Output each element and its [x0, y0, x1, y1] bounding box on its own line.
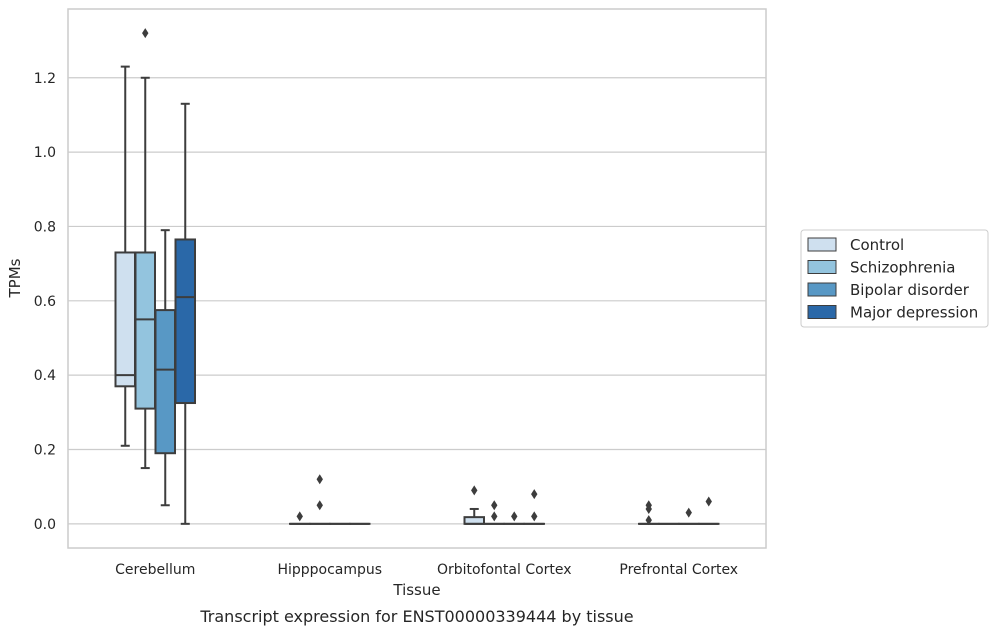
- outlier-point: [685, 507, 692, 518]
- outlier-point: [645, 500, 652, 511]
- outlier-point: [531, 511, 538, 522]
- plot-area-frame: [67, 8, 767, 549]
- outlier-point: [471, 485, 478, 496]
- box-body: [463, 516, 485, 525]
- x-tick-label: Cerebellum: [115, 562, 195, 578]
- y-tick-label: 0.4: [34, 368, 56, 384]
- box-body: [134, 251, 156, 410]
- outlier-point: [296, 511, 303, 522]
- x-tick-label: Hipppocampus: [277, 562, 382, 578]
- box-schizophrenia: [134, 28, 156, 470]
- x-tick-label: Orbitofontal Cortex: [437, 562, 572, 578]
- legend: Control Schizophrenia Bipolar disorder Majo…: [800, 229, 989, 328]
- y-axis-label: TPMs: [6, 258, 24, 298]
- outlier-point: [705, 496, 712, 507]
- outlier-point: [142, 28, 149, 39]
- legend-label: Major depression: [850, 304, 978, 322]
- box-schizophrenia: [483, 500, 505, 525]
- box-body: [174, 238, 196, 405]
- box-schizophrenia: [309, 474, 331, 525]
- chart-caption: Transcript expression for ENST0000033944…: [199, 607, 633, 626]
- legend-swatch: [807, 237, 837, 252]
- y-tick-label: 0.8: [34, 219, 56, 235]
- y-tick-label: 0.6: [34, 294, 56, 310]
- outlier-point: [316, 474, 323, 485]
- outlier-point: [316, 500, 323, 511]
- legend-swatch: [807, 282, 837, 297]
- box-major-depression: [698, 496, 720, 525]
- outlier-point: [511, 511, 518, 522]
- box-control: [289, 511, 311, 525]
- legend-label: Control: [850, 236, 904, 254]
- legend-swatch: [807, 305, 837, 319]
- box-body: [114, 251, 136, 388]
- box-control: [114, 65, 136, 447]
- y-tick-labels: 0.0 0.2 0.4 0.6 0.8 1.0 1.2: [34, 71, 56, 533]
- box-control: [638, 500, 660, 526]
- outlier-point: [531, 489, 538, 500]
- outlier-point: [645, 515, 652, 526]
- box-body: [154, 309, 176, 455]
- box-major-depression: [174, 102, 196, 525]
- legend-label: Bipolar disorder: [850, 281, 970, 299]
- box-bipolar-disorder: [154, 229, 176, 507]
- y-tick-label: 1.2: [34, 71, 56, 87]
- y-tick-label: 0.2: [34, 442, 56, 458]
- box-major-depression: [523, 489, 545, 525]
- box-bipolar-disorder: [678, 507, 700, 525]
- legend-frame: [800, 229, 989, 328]
- box-bipolar-disorder: [503, 511, 525, 525]
- x-axis-label: Tissue: [392, 581, 440, 599]
- y-tick-label: 1.0: [34, 145, 56, 161]
- outlier-point: [491, 500, 498, 511]
- y-tick-label: 0.0: [34, 517, 56, 533]
- boxes: [114, 28, 720, 526]
- x-tick-labels: Cerebellum Hipppocampus Orbitofontal Corte…: [115, 562, 738, 578]
- legend-swatch: [807, 260, 837, 274]
- x-tick-label: Prefrontal Cortex: [619, 562, 738, 578]
- box-control: [463, 485, 485, 525]
- gridlines: [68, 77, 766, 525]
- outlier-point: [491, 511, 498, 522]
- legend-label: Schizophrenia: [850, 259, 955, 277]
